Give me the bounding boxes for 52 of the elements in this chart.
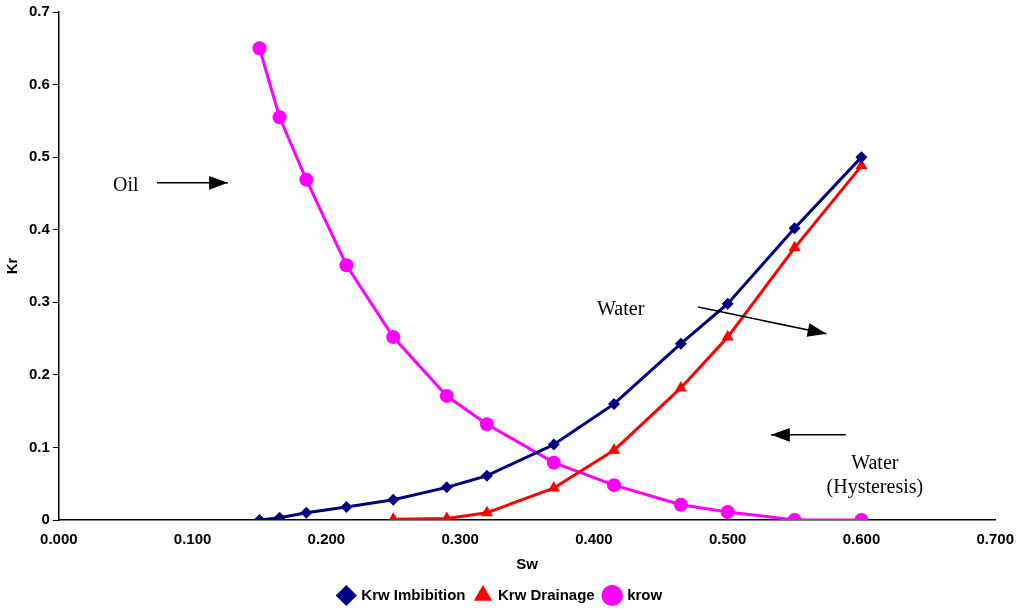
- point: [855, 151, 868, 164]
- point: [299, 172, 314, 187]
- x-tick-label: 0.700: [976, 530, 1015, 548]
- x-tick-label: 0.500: [708, 530, 747, 548]
- point: [300, 506, 313, 519]
- point: [252, 41, 267, 56]
- legend-label: Krw Imbibition: [361, 585, 466, 603]
- annotation: Water (Hysteresis): [826, 450, 924, 498]
- y-tick-label: 0.5: [28, 147, 50, 165]
- legend-label: krow: [627, 585, 663, 603]
- y-tick-label: 0.3: [28, 292, 50, 310]
- point: [440, 481, 453, 494]
- point: [340, 500, 353, 513]
- x-tick-label: 0.200: [307, 530, 346, 548]
- point: [606, 478, 621, 493]
- annotation: Water: [597, 296, 645, 319]
- point: [439, 388, 454, 403]
- point: [607, 443, 621, 454]
- point: [480, 469, 493, 482]
- y-tick-label: 0.2: [28, 365, 50, 382]
- point: [674, 380, 687, 392]
- x-tick-label: 0.000: [40, 530, 78, 548]
- point: [674, 337, 687, 350]
- point: [546, 455, 561, 470]
- point: [387, 493, 400, 506]
- point: [547, 481, 560, 492]
- y-tick-label: 0: [41, 510, 50, 528]
- point: [788, 222, 801, 235]
- y-axis-title: Kr: [3, 257, 21, 275]
- annotation: Oil: [112, 173, 139, 196]
- x-tick-label: 0.100: [173, 530, 212, 548]
- point: [720, 505, 735, 520]
- y-tick-label: 0.4: [28, 219, 51, 237]
- point: [721, 297, 734, 310]
- point: [386, 330, 401, 345]
- point: [339, 258, 354, 273]
- point: [788, 240, 801, 252]
- y-tick-label: 0.7: [28, 2, 50, 20]
- point: [547, 438, 560, 451]
- x-tick-label: 0.300: [441, 530, 479, 548]
- x-axis-title: Sw: [516, 555, 539, 573]
- point: [721, 330, 734, 341]
- x-tick-label: 0.400: [575, 530, 613, 548]
- y-tick-label: 0.6: [28, 74, 50, 92]
- legend-label: Krw Drainage: [497, 585, 595, 603]
- point: [479, 417, 494, 432]
- point: [673, 497, 688, 512]
- point: [480, 505, 493, 517]
- y-tick-label: 0.1: [28, 437, 50, 455]
- point: [607, 397, 620, 410]
- point: [272, 110, 287, 125]
- x-tick-label: 0.600: [842, 530, 881, 548]
